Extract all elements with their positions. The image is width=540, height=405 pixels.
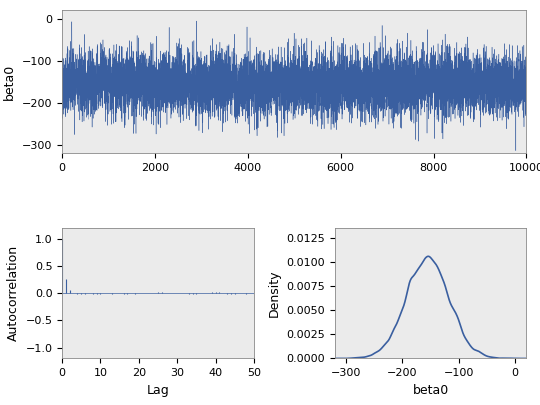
X-axis label: beta0: beta0 [413, 384, 449, 397]
Y-axis label: Density: Density [268, 270, 281, 317]
X-axis label: Lag: Lag [147, 384, 170, 397]
Y-axis label: Autocorrelation: Autocorrelation [7, 245, 20, 341]
Y-axis label: beta0: beta0 [3, 64, 16, 100]
